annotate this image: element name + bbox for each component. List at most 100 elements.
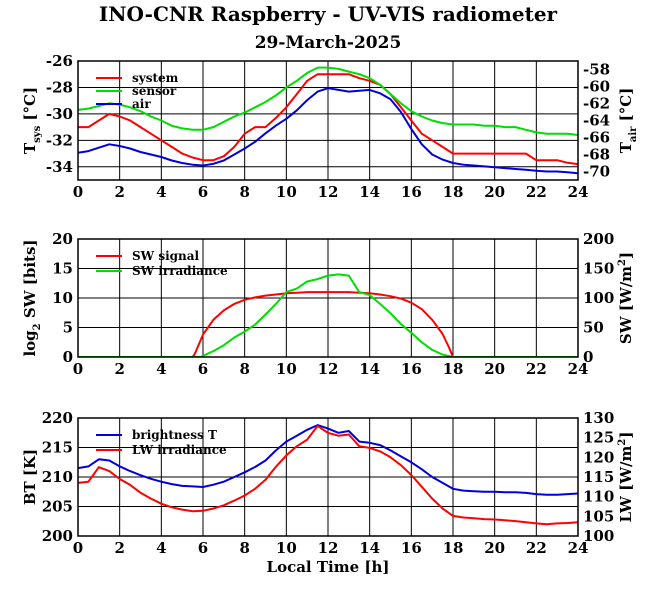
x-tick-label: 6 <box>198 539 208 557</box>
x-tick-label: 2 <box>114 539 124 557</box>
series-line-brightness-t <box>78 424 578 496</box>
x-tick-label: 22 <box>526 539 547 557</box>
legend-label: brightness T <box>132 428 217 442</box>
x-tick-label: 16 <box>401 539 422 557</box>
x-tick-label: 10 <box>276 360 297 378</box>
y-tick-label: 220 <box>42 409 73 427</box>
x-tick-label: 0 <box>73 539 83 557</box>
y2-axis-label: SW [W/m2] <box>617 252 635 344</box>
y2-tick-label: -66 <box>583 129 610 147</box>
x-tick-label: 6 <box>198 183 208 201</box>
series-line-air <box>78 87 578 175</box>
y-tick-label: 15 <box>52 260 73 278</box>
x-tick-label: 16 <box>401 360 422 378</box>
y2-axis-label-sub: air <box>628 126 639 142</box>
x-tick-label: 8 <box>239 360 249 378</box>
x-tick-label: 14 <box>359 539 380 557</box>
chart-shortwave: 0 2 4 6 8 10 12 14 16 18 20 22 240510152005010015020… <box>21 230 635 378</box>
series-line-sensor <box>78 66 578 136</box>
x-tick-label: 20 <box>484 360 505 378</box>
x-tick-label: 20 <box>484 183 505 201</box>
chart-temperature: 0 2 4 6 8 10 12 14 16 18 20 22 24-34-32-30-28-26-70-… <box>21 52 639 201</box>
y2-axis-label: Tair [°C] <box>617 88 639 154</box>
plot-frame <box>77 238 579 358</box>
y2-axis-label-main: T <box>617 141 635 153</box>
series-line-sw-signal <box>78 291 578 357</box>
x-axis-label: Local Time [h] <box>267 558 390 576</box>
y-tick-label: -32 <box>46 131 73 149</box>
legend-label: sensor <box>132 84 177 98</box>
y2-tick-label: 0 <box>583 348 593 366</box>
x-tick-label: 18 <box>443 539 464 557</box>
y2-tick-label: 115 <box>583 468 614 486</box>
y-axis-label-main: log <box>21 330 39 357</box>
legend-label: SW signal <box>132 249 200 263</box>
y-axis-label-unit: SW [bits] <box>21 239 39 323</box>
y-tick-label: 0 <box>63 348 73 366</box>
series-line-lw-irradiance <box>78 424 578 526</box>
y2-axis-label-sup: 2 <box>617 259 628 266</box>
x-tick-label: 10 <box>276 183 297 201</box>
figure-date: 29-March-2025 <box>255 33 402 53</box>
y-axis-label: BT [K] <box>21 449 39 505</box>
y-tick-label: -28 <box>46 78 73 96</box>
x-tick-label: 4 <box>156 539 166 557</box>
x-tick-label: 10 <box>276 539 297 557</box>
y-tick-label: 210 <box>42 468 73 486</box>
y-tick-label: -26 <box>46 52 73 70</box>
y2-tick-label: 110 <box>583 488 614 506</box>
y2-axis-label-main: LW [W/m <box>617 445 635 522</box>
chart-longwave: 0 2 4 6 8 10 12 14 16 18 20 22 242002052102152201001… <box>21 409 635 557</box>
x-tick-label: 2 <box>114 360 124 378</box>
x-tick-label: 12 <box>318 360 339 378</box>
y2-tick-label: -58 <box>583 61 610 79</box>
plot-frame <box>77 60 579 181</box>
y-tick-label: 205 <box>42 498 73 516</box>
y-tick-label: 20 <box>52 230 73 248</box>
y-axis-label-sub: sys <box>32 125 43 142</box>
x-tick-label: 20 <box>484 539 505 557</box>
x-tick-label: 6 <box>198 360 208 378</box>
x-tick-label: 14 <box>359 183 380 201</box>
x-tick-label: 4 <box>156 183 166 201</box>
y2-axis-label-unit: ] <box>617 252 635 259</box>
y2-tick-label: 50 <box>583 319 604 337</box>
y2-tick-label: 130 <box>583 409 614 427</box>
y2-axis-label-sup: 2 <box>617 439 628 446</box>
x-tick-label: 12 <box>318 183 339 201</box>
y-tick-label: -30 <box>46 105 73 123</box>
y2-tick-label: 100 <box>583 527 614 545</box>
legend-label: SW irradiance <box>132 264 228 278</box>
y-axis-label-unit: [°C] <box>21 87 39 126</box>
x-tick-label: 8 <box>239 183 249 201</box>
x-tick-label: 22 <box>526 183 547 201</box>
x-tick-label: 8 <box>239 539 249 557</box>
y2-axis-label-unit: ] <box>617 432 635 439</box>
y-axis-label-sub: 2 <box>32 323 43 330</box>
x-tick-label: 0 <box>73 360 83 378</box>
y2-axis-label-main: SW [W/m <box>617 266 635 344</box>
y2-tick-label: -60 <box>583 78 610 96</box>
x-tick-label: 4 <box>156 360 166 378</box>
legend-label: LW irradiance <box>132 443 227 457</box>
y2-tick-label: -62 <box>583 95 610 113</box>
y2-tick-label: 105 <box>583 507 614 525</box>
y2-axis-label: LW [W/m2] <box>617 432 635 523</box>
plot-frame <box>77 417 579 537</box>
y-axis-label-main: T <box>21 142 39 154</box>
x-tick-label: 12 <box>318 539 339 557</box>
y2-tick-label: 150 <box>583 260 614 278</box>
figure-title: INO-CNR Raspberry - UV-VIS radiometer <box>99 2 558 26</box>
y2-tick-label: -64 <box>583 112 610 130</box>
x-tick-label: 18 <box>443 183 464 201</box>
x-tick-label: 14 <box>359 360 380 378</box>
y-tick-label: 200 <box>42 527 73 545</box>
legend-label: system <box>132 71 179 85</box>
y-tick-label: -34 <box>46 158 73 176</box>
x-tick-label: 18 <box>443 360 464 378</box>
y-tick-label: 10 <box>52 289 73 307</box>
y2-tick-label: -68 <box>583 146 610 164</box>
x-tick-label: 24 <box>568 360 589 378</box>
y-tick-label: 5 <box>63 319 73 337</box>
